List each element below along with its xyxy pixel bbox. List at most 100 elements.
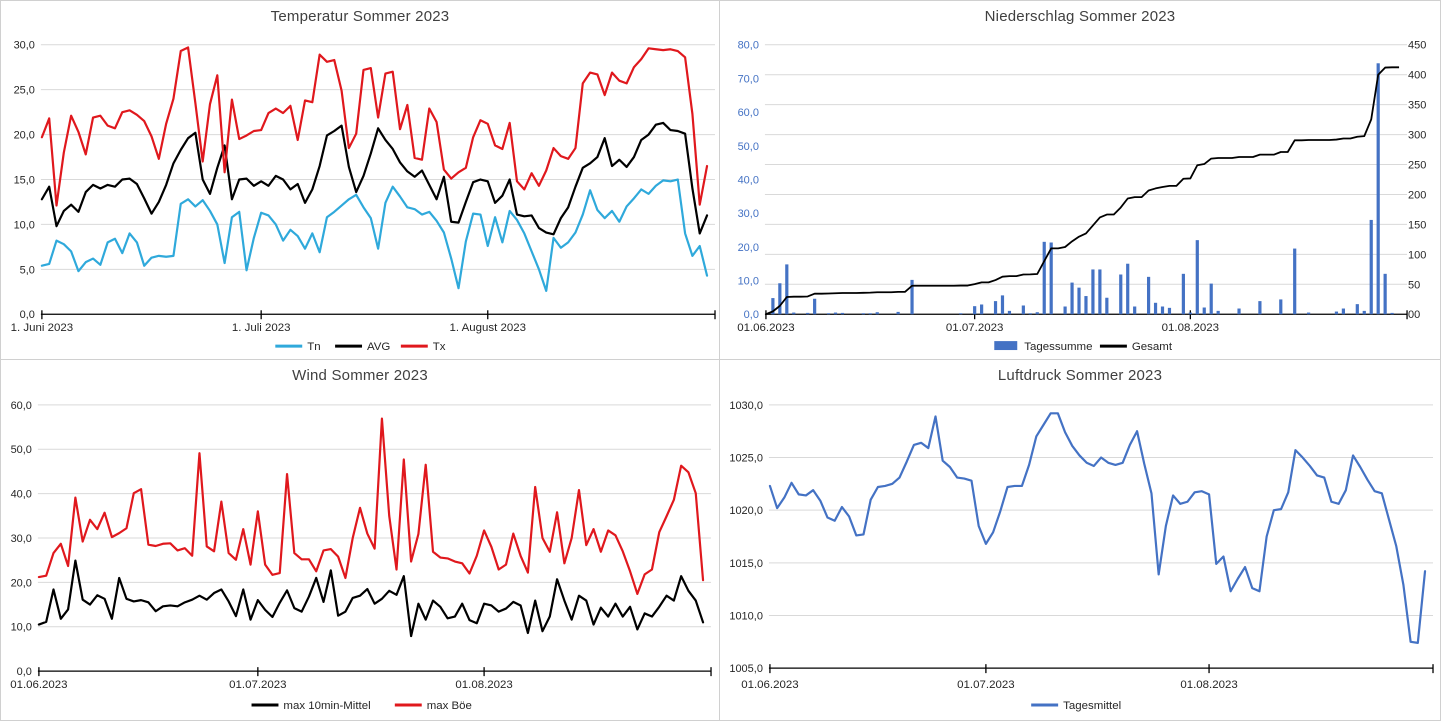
y-axis-tick-label: 1025,0	[729, 453, 763, 465]
legend-label-max-10min-mittel: max 10min-Mittel	[283, 700, 370, 712]
x-axis-tick-label: 01.06.2023	[737, 322, 794, 334]
y-axis-tick-label: 15,0	[14, 174, 35, 186]
x-axis-tick-label: 01.08.2023	[455, 679, 512, 691]
y-axis-tick-label: 10,0	[14, 219, 35, 231]
y-axis-right-tick-label: 300	[1408, 130, 1426, 142]
legend-label-gesamt: Gesamt	[1132, 341, 1173, 353]
bar-tagessumme	[861, 313, 865, 315]
y-axis-tick-label: 60,0	[11, 400, 32, 412]
y-axis-tick-label: 40,0	[11, 489, 32, 501]
y-axis-tick-label: 60,0	[738, 107, 759, 119]
bar-tagessumme	[1237, 308, 1241, 315]
chart-panel-luftdruck: Luftdruck Sommer 2023 1005,0 1010,0 1015,0…	[720, 360, 1440, 720]
y-axis-tick-label: 20,0	[738, 242, 759, 254]
bar-tagessumme	[1258, 301, 1262, 315]
temperatur-plot: 0,0 5,0 10,0 15,0 20,0 25,0 30,0 1. Juni 2023 1.…	[11, 40, 716, 353]
bar-tagessumme	[1195, 240, 1199, 315]
y-axis-tick-label: 30,0	[11, 533, 32, 545]
bar-tagessumme	[1000, 295, 1005, 315]
bar-tagessumme	[1334, 311, 1339, 315]
bar-tagessumme	[1049, 242, 1053, 315]
y-axis-right-tick-label: 200	[1408, 189, 1426, 201]
bar-tagessumme	[1105, 297, 1109, 315]
bar-tagessumme	[1216, 310, 1220, 315]
bar-tagessumme	[813, 298, 817, 315]
y-axis-tick-label: 1010,0	[729, 610, 763, 622]
bar-tagessumme	[1146, 276, 1151, 315]
bar-tagessumme	[1028, 313, 1032, 315]
bar-tagessumme	[1063, 306, 1067, 315]
y-axis-right-tick-label: 250	[1408, 160, 1426, 172]
chart-panel-niederschlag: Niederschlag Sommer 2023 0,0 10,0 20,0 30,0…	[720, 1, 1440, 360]
bar-tagessumme	[875, 312, 879, 315]
legend-label-tagesmittel: Tagesmittel	[1063, 700, 1121, 712]
y-axis-tick-label: 0,0	[17, 666, 32, 678]
bar-tagessumme	[1369, 219, 1373, 315]
y-axis-right-tick-label: 450	[1408, 40, 1426, 52]
series-line-avg	[40, 121, 709, 236]
y-axis-tick-label: 5,0	[20, 264, 35, 276]
bar-tagessumme	[993, 301, 998, 315]
bar-tagessumme	[1021, 305, 1025, 315]
y-axis-tick-label: 10,0	[738, 276, 759, 288]
bar-tagessumme	[1077, 287, 1081, 315]
x-axis-tick-label: 1. Juli 2023	[232, 322, 291, 334]
bar-tagessumme	[1202, 307, 1206, 315]
chart-title-temperatur: Temperatur Sommer 2023	[270, 8, 450, 25]
y-axis-tick-label: 1020,0	[729, 505, 763, 517]
legend-swatch-tagessumme	[994, 341, 1018, 351]
bar-tagessumme	[1307, 312, 1311, 315]
chart-title-wind: Wind Sommer 2023	[292, 367, 428, 384]
y-axis-tick-label: 30,0	[14, 40, 35, 52]
bar-tagessumme	[792, 312, 796, 315]
x-axis-tick-label: 1. Juni 2023	[11, 322, 73, 334]
y-axis-tick-label: 30,0	[738, 208, 759, 220]
bar-tagessumme	[1181, 273, 1185, 315]
bar-tagessumme	[1293, 248, 1297, 315]
y-axis-tick-label: 1030,0	[729, 400, 763, 412]
x-axis-tick-label: 01.08.2023	[1180, 679, 1237, 691]
bar-tagessumme	[1355, 304, 1359, 315]
bar-tagessumme	[1160, 306, 1165, 315]
luftdruck-plot: 1005,0 1010,0 1015,0 1020,0 1025,0 1030,0 01.0…	[729, 400, 1434, 712]
bar-tagessumme	[1084, 296, 1088, 315]
bar-tagessumme	[1119, 274, 1123, 315]
legend-label-max-b-e: max Böe	[427, 700, 472, 712]
legend-label-avg: AVG	[367, 341, 390, 353]
bar-tagessumme	[1341, 308, 1345, 315]
bar-tagessumme	[910, 279, 914, 315]
y-axis-tick-label: 25,0	[14, 85, 35, 97]
bar-tagessumme	[806, 312, 810, 315]
legend-label-tn: Tn	[307, 341, 320, 353]
x-axis-tick-label: 01.08.2023	[1162, 322, 1219, 334]
bar-tagessumme	[1390, 312, 1394, 315]
bar-tagessumme	[1035, 312, 1039, 315]
bar-tagessumme	[826, 313, 831, 315]
x-axis-tick-label: 1. August 2023	[450, 322, 526, 334]
legend-label-tagessumme: Tagessumme	[1024, 341, 1092, 353]
legend-label-tx: Tx	[433, 341, 446, 353]
line-gesamt	[765, 66, 1400, 316]
bar-tagessumme	[896, 311, 900, 315]
y-axis-right-tick-label: 00	[1408, 309, 1420, 321]
chart-title-luftdruck: Luftdruck Sommer 2023	[997, 367, 1163, 384]
y-axis-right-tick-label: 150	[1408, 219, 1426, 231]
bar-tagessumme	[1383, 273, 1387, 315]
y-axis-tick-label: 50,0	[11, 444, 32, 456]
bar-tagessumme	[1042, 241, 1046, 315]
bar-tagessumme	[1209, 283, 1213, 315]
bar-tagessumme	[980, 304, 984, 315]
y-axis-right-tick-label: 100	[1408, 249, 1426, 261]
bar-tagessumme	[1279, 299, 1283, 315]
niederschlag-plot: 0,0 10,0 20,0 30,0 40,0 50,0 60,0 70,0 80,0 00 50 1…	[737, 40, 1426, 353]
bar-tagessumme	[1153, 302, 1158, 315]
bar-tagessumme	[1362, 310, 1366, 315]
x-axis-tick-label: 01.07.2023	[957, 679, 1014, 691]
bar-tagessumme	[785, 264, 789, 315]
y-axis-tick-label: 0,0	[20, 309, 35, 321]
y-axis-tick-label: 0,0	[744, 309, 759, 321]
bar-tagessumme	[1376, 63, 1380, 315]
y-axis-tick-label: 80,0	[738, 40, 759, 52]
x-axis-tick-label: 01.06.2023	[741, 679, 798, 691]
